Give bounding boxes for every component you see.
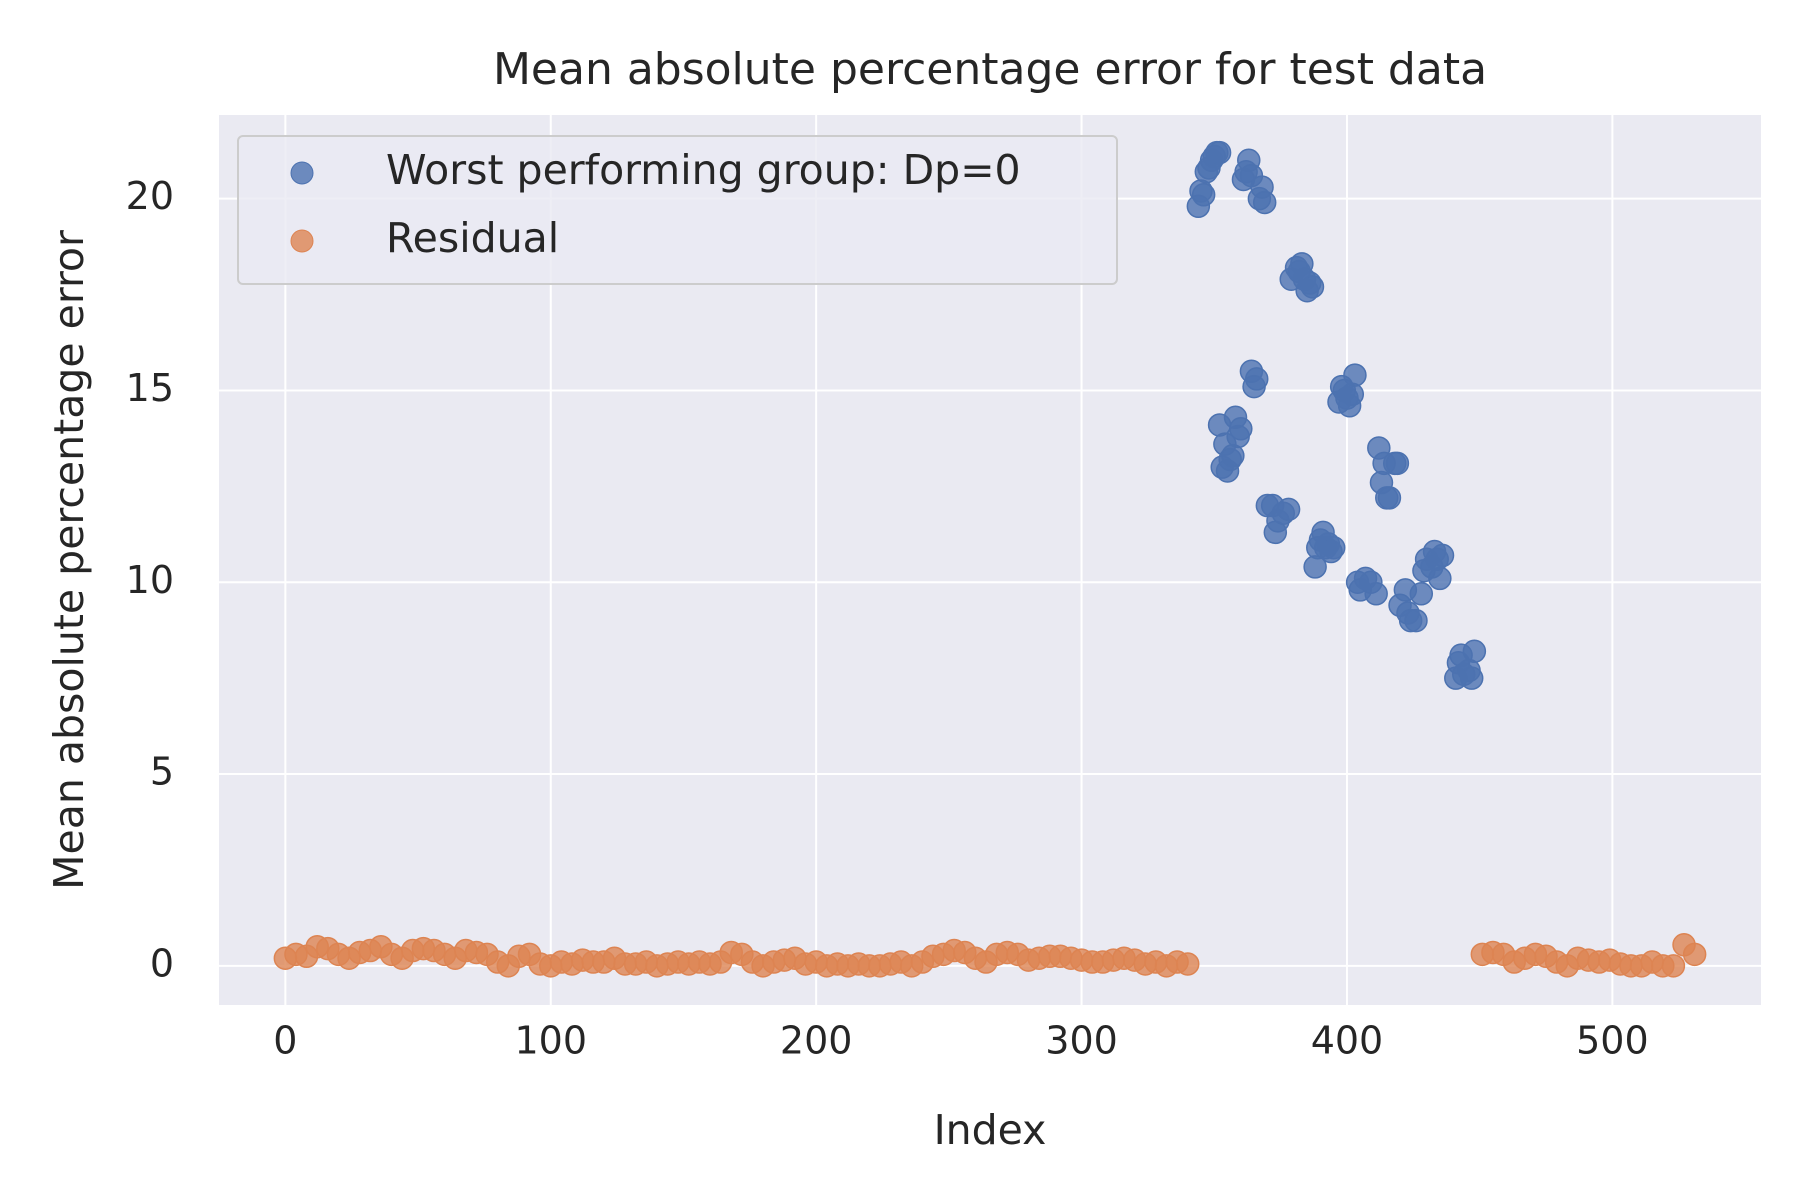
point [1364,582,1388,606]
point [1229,417,1253,441]
y-tick-label: 5 [150,750,174,794]
x-tick-label: 300 [1045,1019,1118,1063]
x-tick-label: 200 [780,1019,853,1063]
legend-label: Worst performing group: Dp=0 [386,146,1021,194]
point [1462,639,1487,664]
point [1343,363,1367,387]
point [1207,140,1232,165]
chart-title: Mean absolute percentage error for test … [493,44,1487,95]
point [1459,666,1484,690]
legend: Worst performing group: Dp=0 Residual [237,135,1118,285]
x-tick-label: 400 [1311,1019,1384,1063]
legend-label: Residual [386,214,559,262]
point [1385,451,1410,476]
y-axis-label: Mean absolute percentage error [45,230,93,890]
point [1321,535,1346,560]
x-tick-label: 100 [514,1019,587,1063]
marks [273,140,1707,978]
x-axis-label: Index [934,1106,1047,1154]
legend-box [237,135,1118,285]
y-tick-label: 0 [150,941,174,985]
point [1377,486,1402,510]
x-tick-label: 0 [273,1019,297,1063]
point [1191,183,1216,207]
point [1428,566,1452,591]
point [1244,367,1269,391]
point [1175,952,1200,976]
y-tick-label: 20 [126,174,174,218]
x-tick-label: 500 [1576,1019,1649,1063]
point [1661,954,1686,978]
legend-marker [290,229,314,253]
point [1430,543,1455,568]
point [1276,497,1301,522]
point [1252,190,1277,215]
point [1404,608,1428,633]
point [1409,582,1434,606]
point [1682,942,1707,967]
point [1340,382,1365,407]
legend-marker [290,161,314,185]
y-tick-label: 10 [126,558,174,602]
y-tick-label: 15 [126,366,174,410]
point [1300,275,1325,299]
